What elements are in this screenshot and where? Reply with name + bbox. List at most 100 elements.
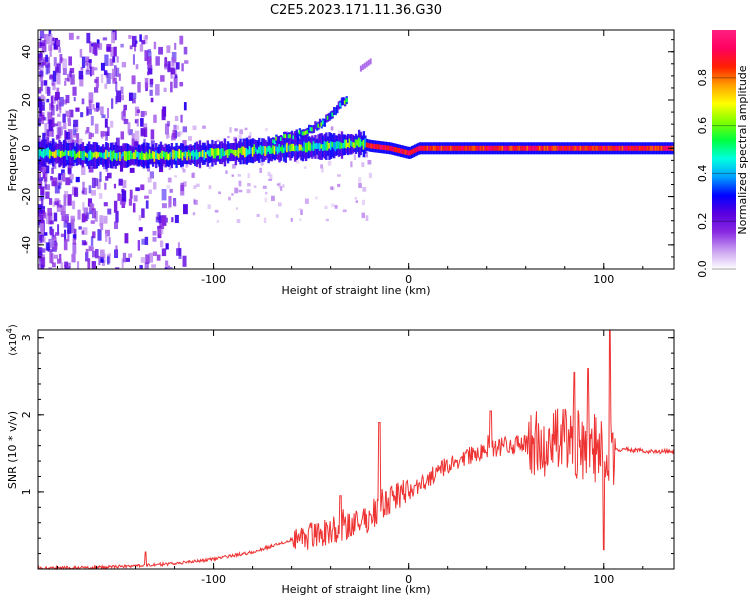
spectrogram-panel: -100 0 100 -40 -20 0 20 40 Height of str…	[6, 29, 675, 297]
spectrogram-cell	[259, 167, 262, 173]
spectrogram-cell	[565, 145, 568, 151]
spectrogram-cell	[131, 35, 137, 47]
spectrogram-cell	[173, 76, 178, 89]
spectrogram-cell	[71, 253, 76, 263]
spectrogram-cell	[265, 127, 268, 132]
spectrogram-cell	[70, 215, 75, 222]
spectrogram-cell	[132, 92, 137, 99]
spectrogram-cell	[393, 146, 397, 152]
spectrogram-cell	[160, 75, 165, 82]
spectrogram-cell	[87, 198, 92, 207]
spectrogram-cell	[649, 145, 653, 151]
spectrogram-x-axis-label: Height of straight line (km)	[281, 284, 430, 297]
spectrogram-cell	[196, 183, 200, 187]
spectrogram-cell	[58, 182, 62, 189]
spectrogram-cell	[40, 61, 44, 69]
spectrogram-cell	[290, 143, 294, 152]
spectrogram-cell	[115, 81, 118, 92]
spectrogram-cell	[615, 145, 618, 151]
spectrogram-cell	[537, 145, 540, 151]
spectrogram-cell	[81, 151, 85, 161]
spectrogram-cell	[61, 150, 64, 157]
spectrogram-cell	[67, 222, 72, 234]
spectrogram-cell	[64, 81, 67, 86]
spectrogram-cell	[111, 151, 114, 162]
spectrogram-cell	[162, 151, 166, 158]
spectrogram-cell	[192, 150, 195, 160]
spectrogram-cell	[95, 248, 99, 259]
spectrogram-cell	[74, 187, 79, 197]
spectrogram-cell	[487, 145, 490, 151]
spectrogram-cell	[269, 174, 273, 181]
spectrogram-cell	[98, 152, 102, 157]
spectrogram-cell	[40, 190, 45, 200]
spectrogram-cell	[314, 121, 317, 130]
spectrogram-cell	[228, 148, 231, 156]
spectrogram-cell	[265, 191, 268, 195]
spectrogram-cell	[206, 150, 209, 155]
spectrogram-cell	[246, 189, 251, 194]
spectrogram-cell	[48, 119, 54, 132]
spectrogram-cell	[48, 149, 52, 159]
spectrogram-cell	[86, 153, 89, 158]
spectrogram-cell	[51, 117, 55, 128]
spectrogram-cell	[99, 171, 102, 182]
spectrogram-cell	[328, 142, 331, 149]
spectrogram-cell	[131, 153, 135, 160]
spectrogram-cell	[141, 151, 144, 161]
spectrogram-cell	[340, 143, 344, 149]
spectrogram-cell	[334, 205, 338, 209]
spectrogram-cell	[468, 145, 472, 151]
spectrogram-cell	[270, 147, 273, 154]
spectrogram-cell	[113, 74, 116, 82]
spectrogram-cell	[40, 206, 46, 210]
spectrogram-cell	[617, 145, 620, 151]
spectrogram-cell	[173, 124, 177, 130]
spectrogram-cell	[632, 145, 636, 151]
spectrogram-cell	[128, 92, 133, 101]
spectrogram-cell	[116, 153, 119, 161]
spectrogram-cell	[49, 220, 54, 225]
spectrogram-cell	[228, 196, 231, 201]
spectrogram-cell	[570, 145, 573, 151]
spectrogram-cell	[542, 145, 545, 151]
spectrogram-cell	[44, 177, 47, 189]
spectrogram-cell	[38, 173, 41, 179]
spectrogram-x-tick-label: -100	[201, 273, 226, 286]
spectrogram-cell	[303, 166, 307, 169]
spectrogram-cell	[103, 253, 107, 263]
spectrogram-cell	[105, 149, 108, 160]
spectrogram-cell	[208, 185, 212, 190]
spectrogram-cell	[173, 201, 177, 208]
spectrogram-cell	[120, 154, 124, 159]
spectrogram-cell	[236, 218, 241, 224]
spectrogram-cell	[73, 97, 76, 102]
spectrogram-cell	[318, 142, 322, 151]
spectrogram-cell	[53, 151, 57, 159]
spectrogram-cell	[81, 98, 85, 105]
spectrogram-cell	[290, 217, 293, 222]
spectrogram-cell	[317, 143, 320, 149]
spectrogram-cell	[330, 186, 333, 190]
spectrogram-cell	[234, 187, 239, 194]
spectrogram-cell	[64, 190, 69, 199]
spectrogram-cell	[58, 149, 61, 157]
spectrogram-cell	[168, 167, 172, 170]
spectrogram-cell	[574, 145, 578, 151]
spectrogram-cell	[264, 197, 268, 203]
spectrogram-cell	[420, 145, 423, 151]
spectrogram-cell	[425, 145, 428, 151]
spectrogram-cell	[354, 139, 358, 148]
spectrogram-cell	[656, 145, 659, 151]
spectrogram-cell	[38, 98, 43, 107]
spectrogram-cell	[353, 142, 356, 149]
spectrogram-cell	[652, 145, 656, 151]
spectrogram-cell	[331, 203, 335, 208]
spectrogram-cell	[292, 143, 295, 151]
spectrogram-cell	[148, 189, 152, 195]
spectrogram-cell	[117, 193, 121, 201]
spectrogram-cell	[464, 145, 467, 151]
spectrogram-cell	[108, 237, 111, 245]
snr-y-axis-label: SNR (10 * v/v)	[6, 411, 19, 489]
spectrogram-cell	[165, 265, 169, 269]
